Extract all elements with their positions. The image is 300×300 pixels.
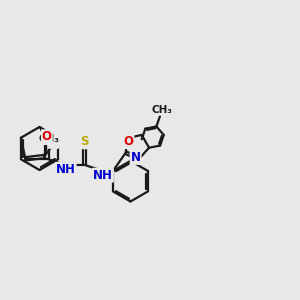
Text: NH: NH <box>93 169 113 182</box>
Text: O: O <box>48 135 58 148</box>
Text: S: S <box>80 135 88 148</box>
Text: N: N <box>130 151 141 164</box>
Text: NH: NH <box>56 163 76 176</box>
Text: CH₃: CH₃ <box>152 105 173 115</box>
Text: O: O <box>124 135 134 148</box>
Text: O: O <box>42 130 52 143</box>
Text: CH₃: CH₃ <box>39 134 60 144</box>
